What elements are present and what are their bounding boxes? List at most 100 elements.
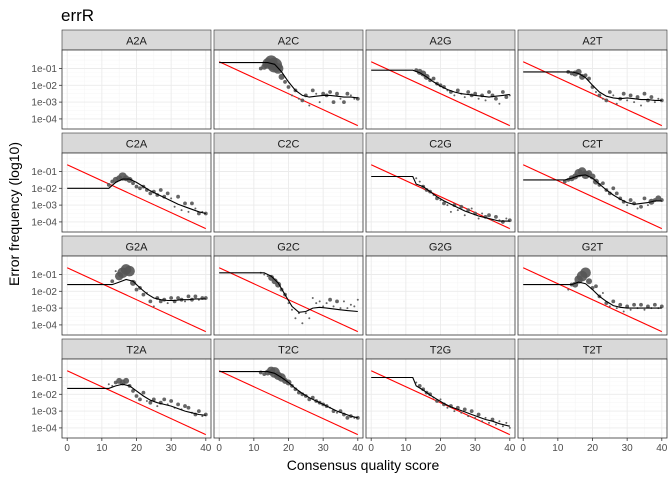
x-tick-label: 20 [131,443,143,454]
panel-border-g2g [365,255,516,336]
x-tick-label: 10 [96,443,108,454]
observed-point [300,98,305,103]
observed-point [657,97,660,100]
observed-point [481,420,484,423]
observed-point [332,305,335,308]
fitted-line-c2g [371,175,510,222]
observed-point [484,416,487,419]
y-tick-label: 1e-03 [31,304,57,315]
y-tick-label: 1e-01 [31,270,57,281]
x-tick-label: 0 [368,443,374,454]
y-axes: 1e-04 1e-03 1e-02 1e-01 1e-04 1e-03 1e-02 1e-01… [31,64,62,434]
observed-point [655,195,662,202]
observed-point [625,304,630,309]
x-tick-label: 20 [587,443,599,454]
observed-point [290,94,293,97]
observed-point [321,91,326,96]
observed-point [449,210,452,213]
observed-point [501,425,504,428]
x-tick-label: 10 [248,443,260,454]
observed-point [494,423,497,426]
observed-point [453,94,456,97]
strip-label-g2a: G2A [125,242,148,254]
x-tick-label: 20 [435,443,447,454]
x-tick-label: 40 [656,443,668,454]
observed-point [567,288,570,291]
grid-g2a [62,256,211,335]
fitted-line-a2g [371,69,510,98]
observed-point [346,307,349,310]
observed-point [156,405,159,408]
y-axis-row-1: 1e-04 1e-03 1e-02 1e-01 [31,64,62,125]
fitted-line-c2t [523,174,662,205]
observed-point [621,91,626,96]
observed-point [459,204,464,209]
observed-point [415,177,418,180]
observed-point [325,302,328,305]
observed-point [587,76,591,81]
nominal-line-g2a [66,267,207,333]
fitted-line-a2c [219,62,358,99]
observed-point [469,409,474,414]
strip-label-a2a: A2A [126,36,147,48]
panel-border-g2t [517,255,668,336]
panel-a2t: A2T [517,29,668,130]
observed-point [193,294,198,299]
x-axis-col-4: 0 10 20 30 40 [520,438,668,454]
observed-point [345,415,350,420]
panel-border-a2c [213,49,364,130]
observed-point [628,198,633,202]
observed-point [107,383,110,386]
observed-point [460,411,463,414]
panel-c2a: C2A [61,132,212,233]
observed-point [498,102,501,105]
observed-point [124,265,135,277]
y-tick-label: 1e-02 [31,287,57,298]
panel-c2t: C2T [517,132,668,233]
observed-point [290,308,293,311]
observed-point [110,279,115,284]
observed-point [442,201,446,206]
observed-point [170,197,173,200]
y-axis-title: Error frequency (log10) [6,142,22,286]
strip-label-a2c: A2C [278,36,299,48]
observed-point [322,305,325,308]
observed-point [600,181,605,186]
y-tick-label: 1e-04 [31,114,57,125]
observed-point [562,179,567,184]
observed-point [301,322,304,325]
observed-point [315,92,318,95]
strip-label-t2a: T2A [126,345,147,357]
nominal-line-t2c [218,370,359,436]
strip-label-c2t: C2T [582,139,603,151]
fitted-line-t2a [67,383,206,416]
x-axis-col-2: 0 10 20 30 40 [216,438,364,454]
observed-point [345,91,350,96]
y-axis-row-3: 1e-04 1e-03 1e-02 1e-01 [31,270,62,331]
panel-marks-a2t [522,61,664,127]
observed-point [184,300,187,303]
observed-point [466,90,471,94]
fitted-line-t2g [371,376,510,427]
observed-point [131,389,135,393]
observed-point [466,208,471,213]
grid-a2t [518,50,667,129]
observed-point [145,400,148,403]
observed-point [611,299,616,304]
panel-border-g2a [61,255,212,336]
x-axis-title: Consensus quality score [287,457,440,473]
observed-point [123,377,130,384]
strip-label-t2c: T2C [278,345,299,357]
x-tick-label: 30 [166,443,178,454]
observed-point [463,96,466,99]
observed-point [659,304,664,309]
observed-point [186,294,191,299]
observed-point [286,85,291,89]
observed-point [176,194,180,199]
observed-point [586,278,593,285]
observed-point [311,297,314,300]
observed-point [476,412,481,417]
observed-point [615,102,618,105]
observed-point [166,302,169,305]
